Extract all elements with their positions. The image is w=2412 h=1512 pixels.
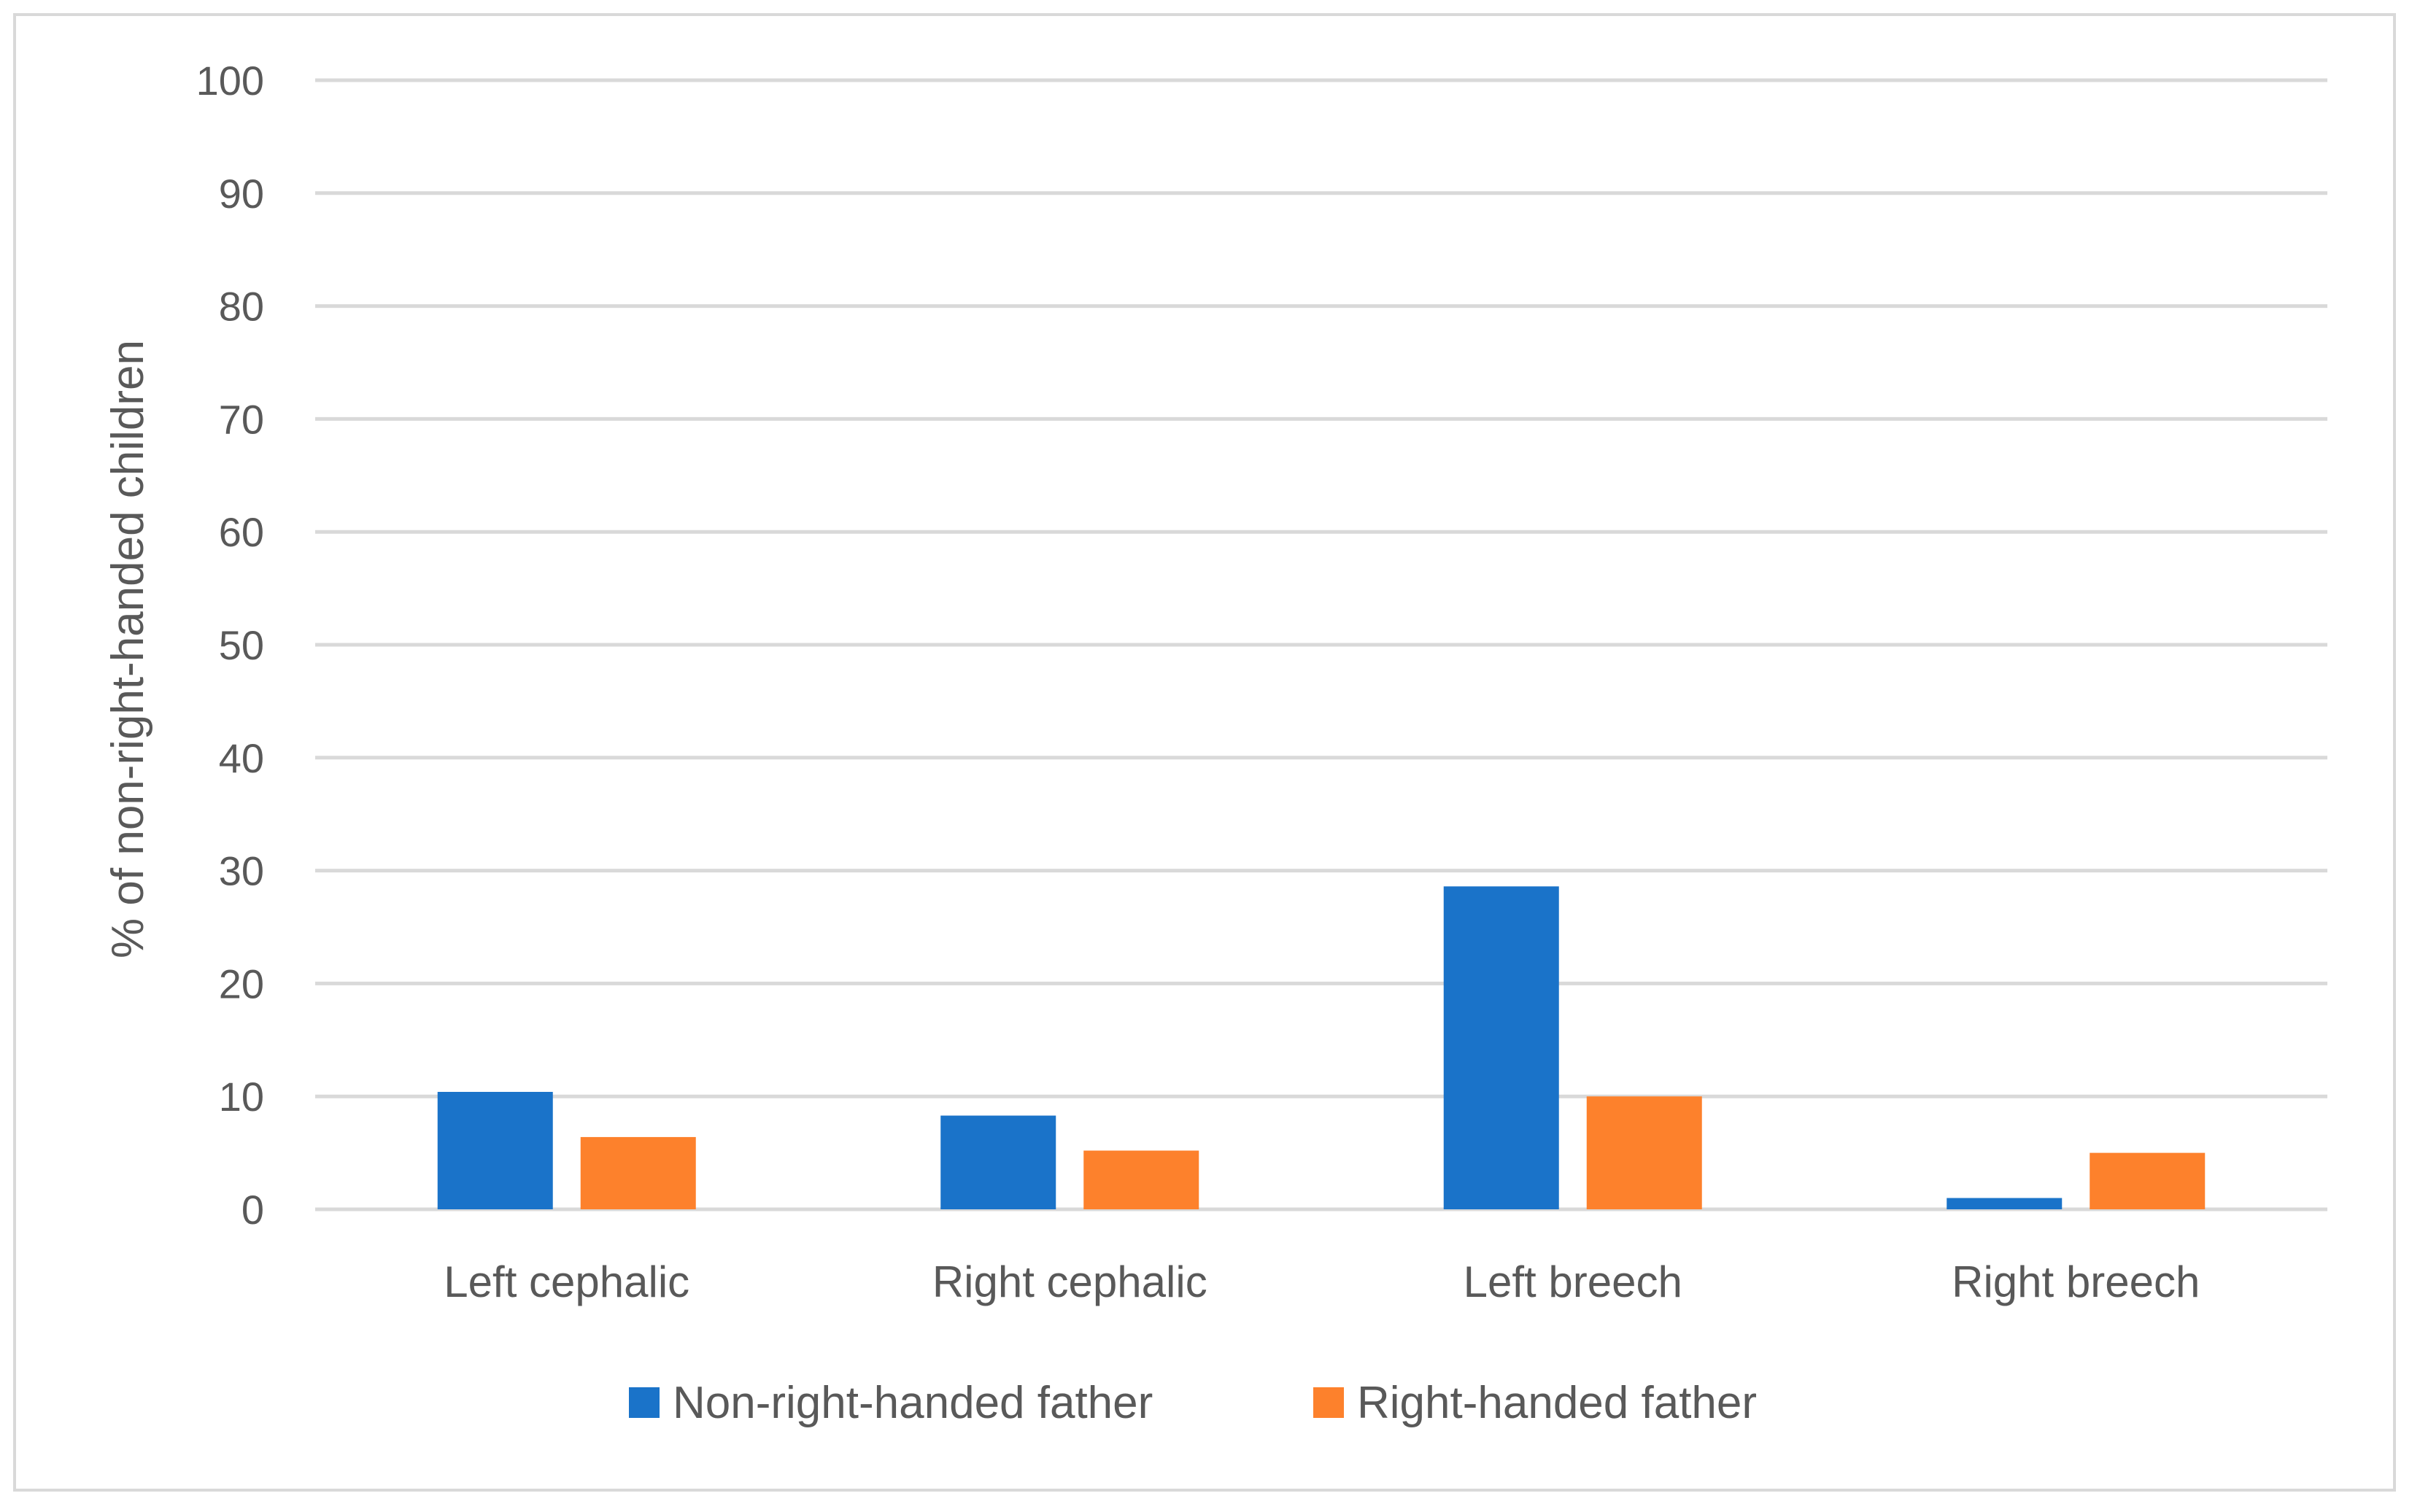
y-tick-label: 60 — [219, 509, 264, 555]
bars — [437, 886, 2206, 1209]
chart-frame — [13, 13, 2396, 1492]
y-tick-label: 0 — [241, 1187, 264, 1233]
y-tick-label: 10 — [219, 1074, 264, 1120]
y-tick-label: 40 — [219, 735, 264, 781]
x-tick-label: Left breech — [1464, 1257, 1682, 1306]
bar-non-right-handed-father-2 — [1443, 886, 1559, 1209]
gridlines — [315, 78, 2327, 1211]
legend-swatch — [1313, 1387, 1344, 1418]
legend-label: Non-right-handed father — [673, 1378, 1153, 1428]
y-tick-label: 100 — [196, 58, 264, 104]
bar-right-handed-father-0 — [580, 1136, 696, 1209]
bar-non-right-handed-father-0 — [437, 1092, 553, 1209]
y-tick-label: 30 — [219, 848, 264, 894]
bar-right-handed-father-3 — [2090, 1152, 2206, 1209]
legend-label: Right-handed father — [1357, 1378, 1757, 1428]
bar-non-right-handed-father-1 — [940, 1115, 1056, 1209]
bar-right-handed-father-1 — [1083, 1150, 1199, 1209]
x-tick-label: Right cephalic — [932, 1257, 1207, 1306]
x-axis-labels: Left cephalic Right cephalic Left breech Ri… — [444, 1257, 2200, 1306]
y-tick-label: 80 — [219, 284, 264, 330]
y-tick-label: 50 — [219, 622, 264, 668]
y-tick-label: 70 — [219, 396, 264, 442]
y-tick-label: 20 — [219, 961, 264, 1007]
y-tick-label: 90 — [219, 171, 264, 217]
bar-non-right-handed-father-3 — [1947, 1198, 2063, 1209]
x-tick-label: Right breech — [1952, 1257, 2200, 1306]
x-tick-label: Left cephalic — [444, 1257, 689, 1306]
bar-right-handed-father-2 — [1586, 1096, 1702, 1209]
y-axis-title: % of non-right-handed children — [103, 340, 153, 958]
y-axis-ticks: 0 10 20 30 40 50 60 70 80 90 100 — [196, 58, 264, 1233]
legend: Non-right-handed father Right-handed fath… — [629, 1378, 1757, 1428]
legend-swatch — [629, 1387, 660, 1418]
